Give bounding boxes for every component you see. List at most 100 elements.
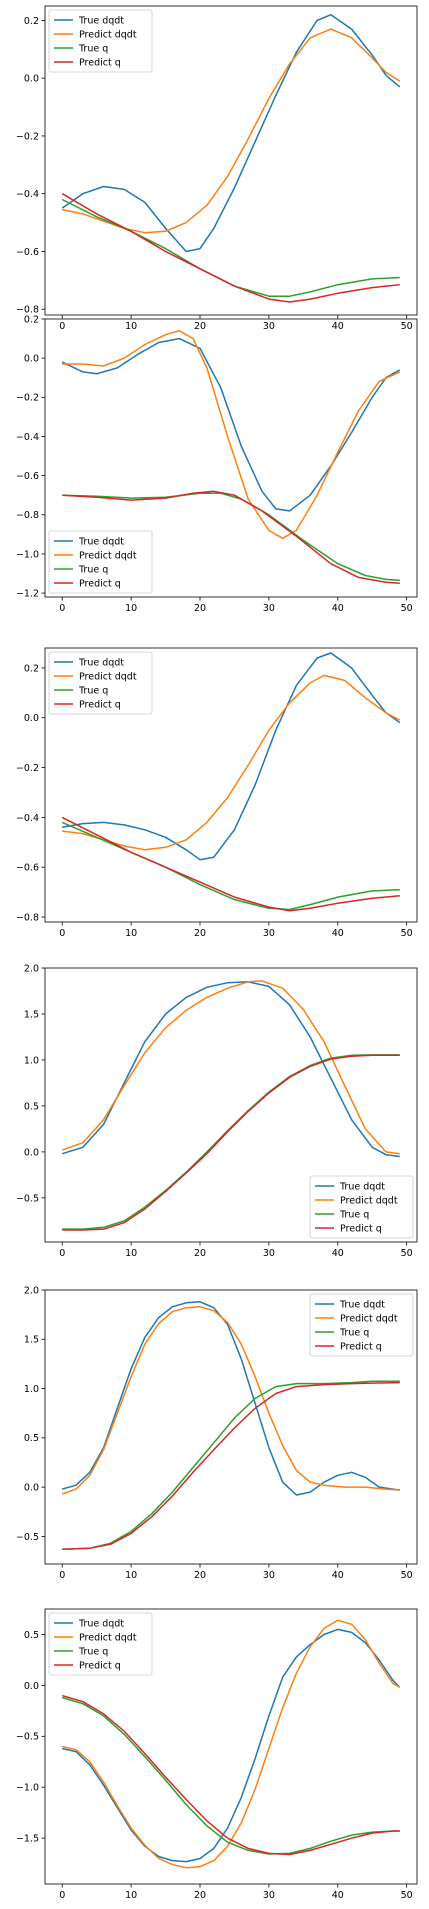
y-tick-label: −1.2 xyxy=(16,588,39,599)
y-tick-label: −0.6 xyxy=(16,247,39,258)
y-tick-label: 2.0 xyxy=(24,1285,39,1296)
x-tick-label: 40 xyxy=(332,603,344,614)
axes-frame xyxy=(44,1608,418,1885)
legend-box xyxy=(48,1612,153,1676)
y-tick-label: −1.0 xyxy=(16,549,39,560)
x-tick-label: 50 xyxy=(401,928,413,939)
x-tick-label: 20 xyxy=(194,1570,206,1581)
chart-panel-6: 0 10 20 30 40 50 0.5 0.0 −0.5 −1.0 −1.5 True dqdt Pr… xyxy=(16,1608,418,1901)
chart-panel-5: 0 10 20 30 40 50 2.0 1.5 1.0 0.5 0.0 −0.5 True dqdt P… xyxy=(16,1285,418,1581)
x-tick-label: 20 xyxy=(194,603,206,614)
axes-frame xyxy=(44,318,418,598)
x-tick-label: 0 xyxy=(59,603,65,614)
legend-label: True dqdt xyxy=(78,536,124,547)
series-line-predict-dqdt xyxy=(61,980,400,1155)
legend-label: True q xyxy=(78,43,108,54)
x-tick-label: 10 xyxy=(125,603,137,614)
y-tick-label: 0.0 xyxy=(24,354,39,365)
y-tick-label: −0.8 xyxy=(16,305,39,316)
x-tick-label: 40 xyxy=(332,1570,344,1581)
y-tick-label: 0.0 xyxy=(24,74,39,85)
y-tick-label: 0.0 xyxy=(24,1681,39,1692)
legend-box xyxy=(48,530,153,594)
x-tick-label: 40 xyxy=(332,1890,344,1901)
legend-label: True q xyxy=(78,564,108,575)
y-tick-label: −0.4 xyxy=(16,432,39,443)
legend-label: Predict dqdt xyxy=(340,1313,398,1324)
x-tick-label: 10 xyxy=(125,1570,137,1581)
series-line-predict-dqdt xyxy=(62,1619,401,1869)
x-tick-label: 40 xyxy=(332,928,344,939)
legend-label: Predict q xyxy=(79,699,121,710)
legend: True dqdt Predict dqdt True q Predict q xyxy=(48,1612,153,1676)
y-tick-label: 0.0 xyxy=(24,713,39,724)
series-line-predict-q xyxy=(62,490,400,585)
y-tick-label: −0.2 xyxy=(16,393,39,404)
legend-box xyxy=(48,651,153,715)
x-tick-label: 30 xyxy=(263,1570,275,1581)
legend-label: True dqdt xyxy=(339,1299,385,1310)
x-tick-label: 30 xyxy=(263,1248,275,1259)
chart-panel-3: 0 10 20 30 40 50 0.2 0.0 −0.2 −0.4 −0.6 −0.8 True dq… xyxy=(16,647,418,939)
y-tick-label: −0.6 xyxy=(16,863,39,874)
y-tick-label: −0.8 xyxy=(16,510,39,521)
legend: True dqdt Predict dqdt True q Predict q xyxy=(48,651,153,715)
legend-label: True dqdt xyxy=(339,1181,385,1192)
series-line-true-dqdt xyxy=(61,981,400,1158)
y-tick-label: 0.5 xyxy=(24,1101,39,1112)
legend-label: True q xyxy=(78,1646,108,1657)
legend-box xyxy=(309,1175,414,1239)
legend-label: True dqdt xyxy=(78,15,124,26)
y-tick-label: 0.0 xyxy=(24,1483,39,1494)
series-line-predict-q xyxy=(61,1694,400,1856)
y-tick-label: −0.4 xyxy=(16,189,39,200)
series-line-true-dqdt xyxy=(61,13,401,253)
legend-label: Predict q xyxy=(79,578,121,589)
x-tick-label: 10 xyxy=(125,1248,137,1259)
x-tick-label: 50 xyxy=(401,1248,413,1259)
series-line-true-dqdt xyxy=(62,652,401,861)
y-tick-label: 0.2 xyxy=(24,16,39,27)
x-tick-label: 10 xyxy=(125,928,137,939)
legend-label: Predict q xyxy=(79,57,121,68)
legend-label: Predict dqdt xyxy=(79,550,137,561)
x-tick-label: 20 xyxy=(194,1248,206,1259)
x-tick-label: 30 xyxy=(263,1890,275,1901)
y-tick-label: 1.0 xyxy=(24,1384,39,1395)
y-tick-label: 0.2 xyxy=(24,663,39,674)
axes-frame xyxy=(44,1289,418,1565)
legend-label: Predict q xyxy=(340,1223,382,1234)
chart-panel-2: 0 10 20 30 40 50 0.2 0.0 −0.2 −0.4 −0.6 −0.8 −1.0 −1.… xyxy=(16,314,418,614)
legend-label: Predict dqdt xyxy=(340,1195,398,1206)
y-tick-label: 0.2 xyxy=(24,314,39,325)
x-tick-label: 20 xyxy=(194,928,206,939)
y-tick-label: −0.2 xyxy=(16,763,39,774)
x-tick-label: 0 xyxy=(59,321,65,332)
x-tick-label: 30 xyxy=(263,603,275,614)
x-tick-label: 10 xyxy=(125,1890,137,1901)
legend-label: Predict dqdt xyxy=(79,671,137,682)
y-tick-label: 0.5 xyxy=(24,1630,39,1641)
x-tick-label: 0 xyxy=(59,1248,65,1259)
y-tick-label: −0.8 xyxy=(16,912,39,923)
y-tick-label: 1.5 xyxy=(24,1335,39,1346)
x-tick-label: 10 xyxy=(125,321,137,332)
y-tick-label: −0.5 xyxy=(16,1532,39,1543)
x-tick-label: 40 xyxy=(332,1248,344,1259)
legend: True dqdt Predict dqdt True q Predict q xyxy=(309,1293,414,1357)
axes-frame xyxy=(44,5,418,316)
x-tick-label: 50 xyxy=(401,321,413,332)
series-line-true-q xyxy=(61,1696,400,1855)
series-line-predict-q xyxy=(62,1054,400,1231)
y-tick-label: −1.5 xyxy=(16,1834,39,1845)
legend-label: True q xyxy=(339,1209,369,1220)
y-tick-label: −0.5 xyxy=(16,1732,39,1743)
x-tick-label: 0 xyxy=(59,1570,65,1581)
legend-label: Predict dqdt xyxy=(79,1632,137,1643)
x-tick-label: 50 xyxy=(401,1570,413,1581)
chart-panel-1: 0 10 20 30 40 50 0.2 0.0 −0.2 −0.4 −0.6 −0.8 True dq… xyxy=(16,5,418,332)
y-tick-label: −1.0 xyxy=(16,1783,39,1794)
chart-panel-4: 0 10 20 30 40 50 2.0 1.5 1.0 0.5 0.0 −0.5 True dqdt P… xyxy=(16,963,418,1259)
y-tick-label: 0.0 xyxy=(24,1147,39,1158)
